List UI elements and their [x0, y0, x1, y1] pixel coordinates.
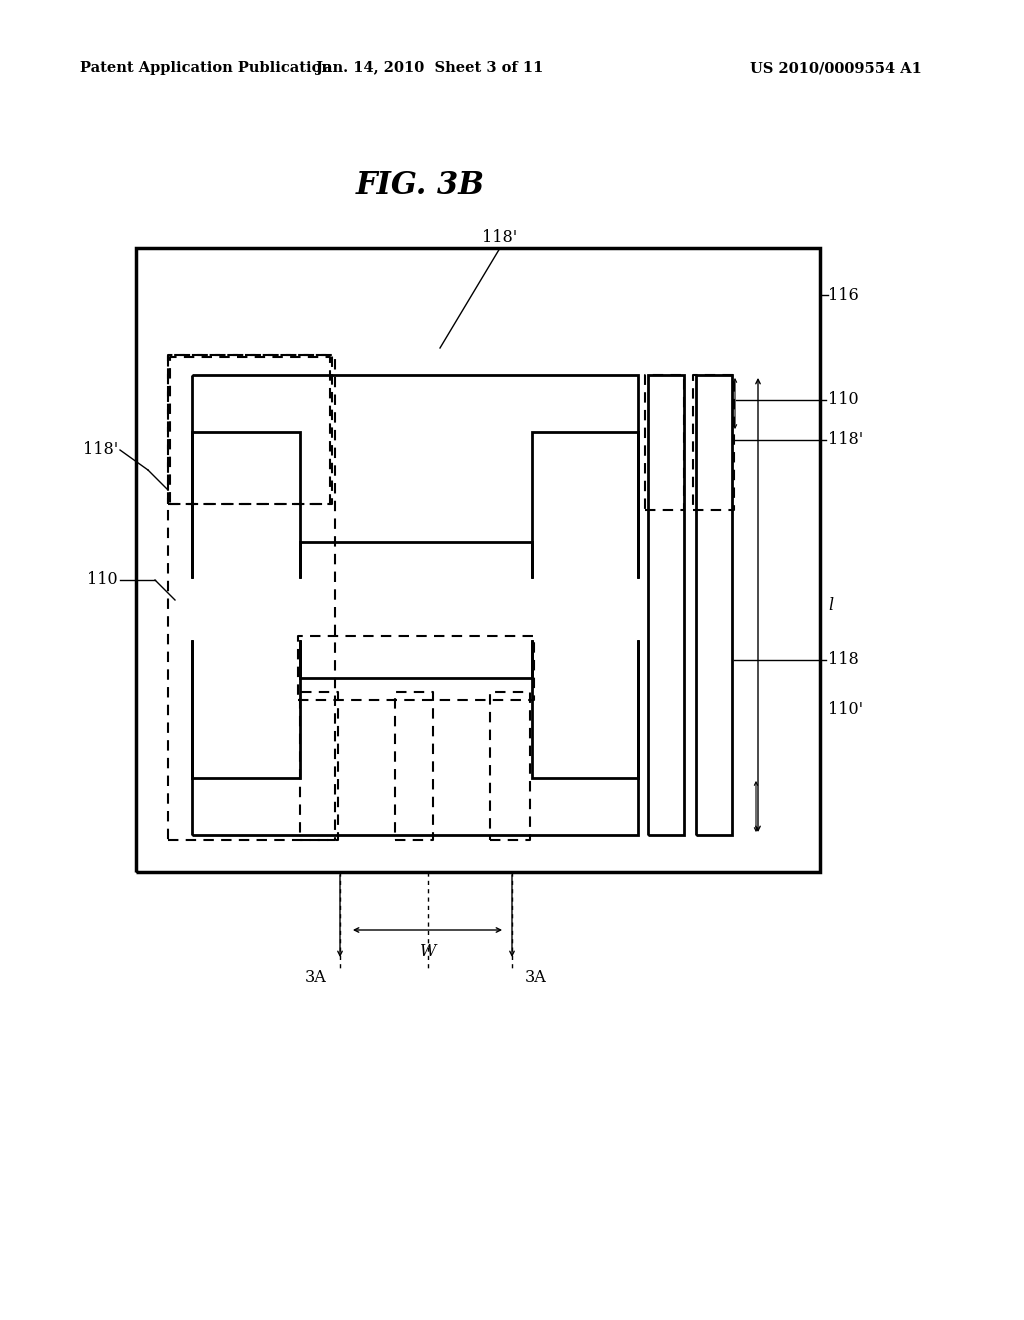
Text: W: W — [420, 944, 436, 961]
Text: 118': 118' — [828, 432, 863, 449]
Text: 110: 110 — [828, 392, 859, 408]
Text: FIG. 3B: FIG. 3B — [355, 169, 484, 201]
Text: 3A: 3A — [305, 969, 327, 986]
Text: 118': 118' — [83, 441, 118, 458]
Text: US 2010/0009554 A1: US 2010/0009554 A1 — [750, 61, 922, 75]
Text: 118: 118 — [828, 652, 859, 668]
Text: 3A: 3A — [525, 969, 547, 986]
Text: 110': 110' — [828, 701, 863, 718]
Text: l: l — [828, 597, 834, 614]
Text: 110: 110 — [87, 572, 118, 589]
Text: Jan. 14, 2010  Sheet 3 of 11: Jan. 14, 2010 Sheet 3 of 11 — [316, 61, 544, 75]
Text: Patent Application Publication: Patent Application Publication — [80, 61, 332, 75]
Text: 118': 118' — [482, 230, 517, 247]
Text: 116: 116 — [828, 286, 859, 304]
